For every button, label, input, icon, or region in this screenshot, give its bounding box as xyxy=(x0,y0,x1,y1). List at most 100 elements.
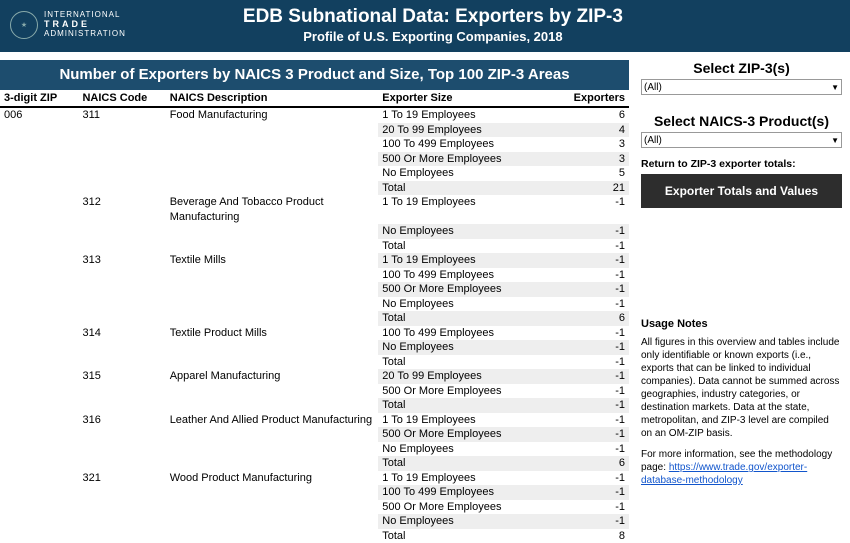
cell-zip xyxy=(0,326,78,341)
cell-desc: Textile Product Mills xyxy=(166,326,379,341)
cell-naics xyxy=(78,398,165,413)
cell-naics xyxy=(78,282,165,297)
cell-zip xyxy=(0,384,78,399)
table-row[interactable]: 500 Or More Employees-1 xyxy=(0,282,629,297)
header-titles: EDB Subnational Data: Exporters by ZIP-3… xyxy=(126,6,740,44)
cell-exporters: -1 xyxy=(553,442,629,457)
table-row[interactable]: Total-1 xyxy=(0,239,629,254)
cell-size: Total xyxy=(378,239,552,254)
table-row[interactable]: Total6 xyxy=(0,456,629,471)
cell-size: 1 To 19 Employees xyxy=(378,253,552,268)
usage-notes-title: Usage Notes xyxy=(641,318,842,330)
table-row[interactable]: 20 To 99 Employees4 xyxy=(0,123,629,138)
cell-size: No Employees xyxy=(378,297,552,312)
cell-zip xyxy=(0,500,78,515)
cell-size: 100 To 499 Employees xyxy=(378,326,552,341)
table-row[interactable]: 321Wood Product Manufacturing1 To 19 Emp… xyxy=(0,471,629,486)
cell-zip xyxy=(0,239,78,254)
cell-zip xyxy=(0,413,78,428)
logo-block: ★ INTERNATIONAL TRADE ADMINISTRATION xyxy=(10,11,126,39)
select-zip-dropdown[interactable]: (All) ▼ xyxy=(641,79,842,95)
table-row[interactable]: 316Leather And Allied Product Manufactur… xyxy=(0,413,629,428)
cell-desc xyxy=(166,398,379,413)
cell-naics: 313 xyxy=(78,253,165,268)
cell-zip xyxy=(0,355,78,370)
table-row[interactable]: Total21 xyxy=(0,181,629,196)
cell-size: 1 To 19 Employees xyxy=(378,195,552,224)
cell-zip xyxy=(0,195,78,224)
cell-naics xyxy=(78,137,165,152)
exporter-totals-button[interactable]: Exporter Totals and Values xyxy=(641,174,842,208)
select-naics-dropdown[interactable]: (All) ▼ xyxy=(641,132,842,148)
table-row[interactable]: 312Beverage And Tobacco Product Manufact… xyxy=(0,195,629,224)
table-row[interactable]: 500 Or More Employees-1 xyxy=(0,500,629,515)
col-header-zip[interactable]: 3-digit ZIP xyxy=(0,90,78,107)
table-row[interactable]: 500 Or More Employees-1 xyxy=(0,384,629,399)
table-row[interactable]: Total-1 xyxy=(0,398,629,413)
table-row[interactable]: Total8 xyxy=(0,529,629,543)
cell-naics xyxy=(78,340,165,355)
cell-desc: Leather And Allied Product Manufacturing xyxy=(166,413,379,428)
page-header: ★ INTERNATIONAL TRADE ADMINISTRATION EDB… xyxy=(0,0,850,52)
cell-size: Total xyxy=(378,456,552,471)
cell-size: Total xyxy=(378,355,552,370)
table-row[interactable]: 315Apparel Manufacturing20 To 99 Employe… xyxy=(0,369,629,384)
table-row[interactable]: 500 Or More Employees3 xyxy=(0,152,629,167)
cell-zip xyxy=(0,297,78,312)
table-row[interactable]: 314Textile Product Mills100 To 499 Emplo… xyxy=(0,326,629,341)
cell-zip: 006 xyxy=(0,107,78,123)
col-header-desc[interactable]: NAICS Description xyxy=(166,90,379,107)
main-content: Number of Exporters by NAICS 3 Product a… xyxy=(0,52,635,543)
cell-exporters: -1 xyxy=(553,355,629,370)
usage-notes-p1: All figures in this overview and tables … xyxy=(641,336,842,440)
table-row[interactable]: 313Textile Mills1 To 19 Employees-1 xyxy=(0,253,629,268)
cell-size: 1 To 19 Employees xyxy=(378,471,552,486)
cell-size: 500 Or More Employees xyxy=(378,384,552,399)
cell-zip xyxy=(0,369,78,384)
usage-notes-p2: For more information, see the methodolog… xyxy=(641,448,842,487)
exporters-table: 3-digit ZIP NAICS Code NAICS Description… xyxy=(0,90,629,543)
table-row[interactable]: 100 To 499 Employees-1 xyxy=(0,485,629,500)
table-row[interactable]: No Employees-1 xyxy=(0,224,629,239)
cell-zip xyxy=(0,311,78,326)
cell-exporters: 8 xyxy=(553,529,629,543)
cell-naics xyxy=(78,152,165,167)
table-row[interactable]: 100 To 499 Employees3 xyxy=(0,137,629,152)
cell-desc xyxy=(166,239,379,254)
cell-naics xyxy=(78,166,165,181)
col-header-size[interactable]: Exporter Size xyxy=(378,90,552,107)
cell-naics xyxy=(78,297,165,312)
cell-desc xyxy=(166,355,379,370)
cell-zip xyxy=(0,485,78,500)
table-body: 006311Food Manufacturing1 To 19 Employee… xyxy=(0,107,629,543)
cell-naics: 312 xyxy=(78,195,165,224)
cell-naics xyxy=(78,311,165,326)
table-row[interactable]: No Employees-1 xyxy=(0,340,629,355)
sidebar: Select ZIP-3(s) (All) ▼ Select NAICS-3 P… xyxy=(635,52,850,543)
logo-text: INTERNATIONAL TRADE ADMINISTRATION xyxy=(44,11,126,38)
cell-zip xyxy=(0,427,78,442)
logo-line3: ADMINISTRATION xyxy=(44,30,126,39)
cell-desc xyxy=(166,268,379,283)
cell-naics: 311 xyxy=(78,107,165,123)
cell-size: Total xyxy=(378,529,552,543)
cell-size: 500 Or More Employees xyxy=(378,500,552,515)
col-header-naics[interactable]: NAICS Code xyxy=(78,90,165,107)
table-row[interactable]: No Employees-1 xyxy=(0,514,629,529)
cell-naics xyxy=(78,529,165,543)
select-zip-label: Select ZIP-3(s) xyxy=(641,60,842,76)
table-row[interactable]: No Employees5 xyxy=(0,166,629,181)
table-row[interactable]: Total-1 xyxy=(0,355,629,370)
select-naics-value: (All) xyxy=(644,135,662,146)
col-header-exporters[interactable]: Exporters xyxy=(553,90,629,107)
table-row[interactable]: 006311Food Manufacturing1 To 19 Employee… xyxy=(0,107,629,123)
table-row[interactable]: 100 To 499 Employees-1 xyxy=(0,268,629,283)
table-row[interactable]: Total6 xyxy=(0,311,629,326)
table-row[interactable]: 500 Or More Employees-1 xyxy=(0,427,629,442)
table-row[interactable]: No Employees-1 xyxy=(0,297,629,312)
cell-desc xyxy=(166,123,379,138)
cell-zip xyxy=(0,224,78,239)
cell-desc xyxy=(166,282,379,297)
table-row[interactable]: No Employees-1 xyxy=(0,442,629,457)
cell-desc xyxy=(166,297,379,312)
